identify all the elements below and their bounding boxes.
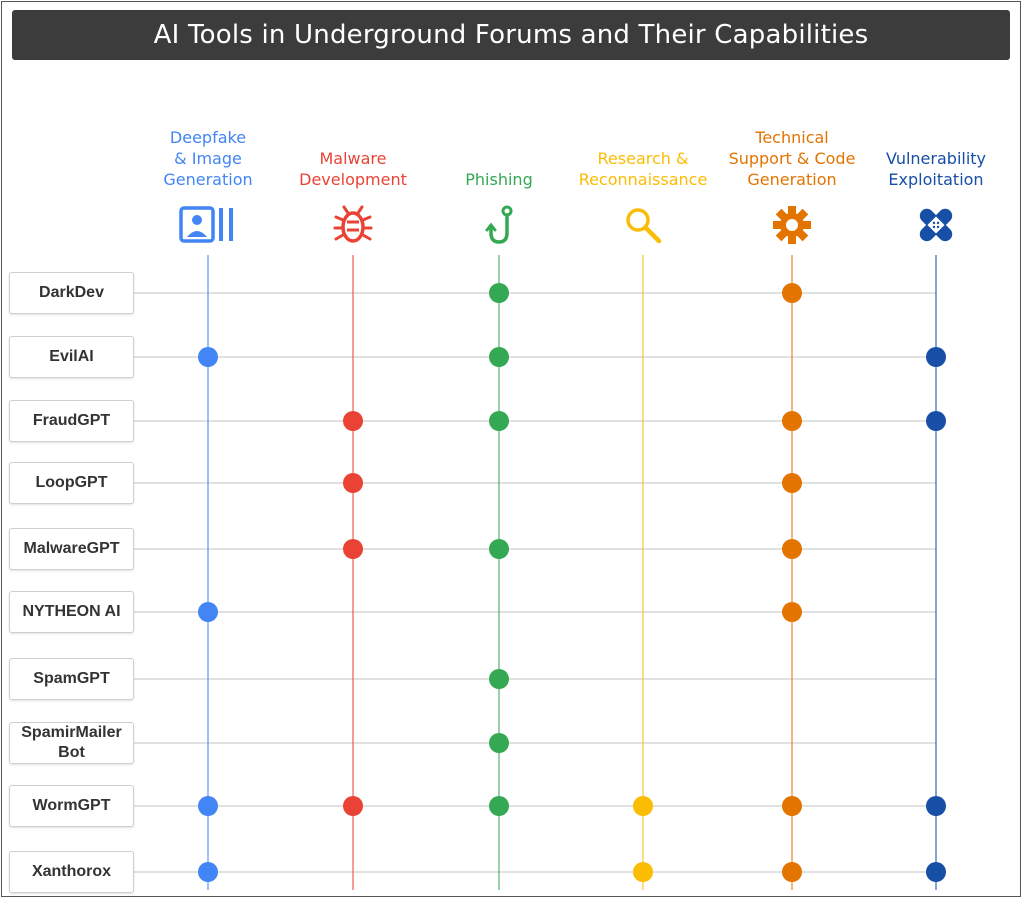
column-header-line: Deepfake [169,128,247,147]
capability-dot-malware [343,473,363,493]
capability-dot-vulnerability [926,796,946,816]
capability-dot-technical [782,411,802,431]
capability-dot-malware [343,539,363,559]
tool-label: SpamirMailer Bot [9,722,134,764]
capability-dot-malware [343,411,363,431]
capability-dot-vulnerability [926,411,946,431]
tool-label: LoopGPT [9,462,134,504]
tool-label-line: FraudGPT [32,412,111,429]
column-header-line: Generation [163,170,253,189]
capability-dot-deepfake [198,796,218,816]
title-bar: AI Tools in Underground Forums and Their… [12,10,1010,60]
capability-dot-research [633,796,653,816]
capability-dot-technical [782,862,802,882]
column-header-malware: Malware Development [278,148,428,190]
capability-dot-technical [782,796,802,816]
column-header-line: & Image [174,149,242,168]
capability-dot-phishing [489,669,509,689]
capability-dot-vulnerability [926,347,946,367]
capability-dot-technical [782,473,802,493]
bug-icon [333,205,373,243]
capability-dot-technical [782,602,802,622]
column-header-line: Research & [597,149,689,168]
tool-label: SpamGPT [9,658,134,700]
tool-label-line: Xanthorox [31,863,112,880]
capability-dot-phishing [489,733,509,753]
capability-dot-technical [782,539,802,559]
tool-label: FraudGPT [9,400,134,442]
column-header-vulnerability: Vulnerability Exploitation [861,148,1011,190]
fishhook-icon [485,205,513,244]
column-header-line: Support & Code [728,149,856,168]
tool-label-line: WormGPT [32,797,111,814]
magnifier-icon [626,208,662,244]
tool-label-line: DarkDev [39,284,104,301]
column-header-line: Exploitation [888,170,984,189]
tool-label-line: SpamGPT [33,670,110,687]
column-header-line: Phishing [465,170,533,189]
tool-label-line: Bot [58,744,85,761]
capability-dot-deepfake [198,347,218,367]
tool-label-line: NYTHEON AI [22,603,121,620]
capability-dot-research [633,862,653,882]
tool-label: DarkDev [9,272,134,314]
column-header-line: Vulnerability [885,149,987,168]
tool-label: WormGPT [9,785,134,827]
capability-dot-malware [343,796,363,816]
capability-dot-phishing [489,539,509,559]
tool-label-line: MalwareGPT [23,540,120,557]
image-id-icon [179,206,233,243]
column-header-deepfake: Deepfake & Image Generation [133,127,283,190]
column-header-line: Generation [747,170,837,189]
column-header-line: Technical [755,128,829,147]
column-header-research: Research & Reconnaissance [568,148,718,190]
page-title: AI Tools in Underground Forums and Their… [153,20,869,50]
tool-label: NYTHEON AI [9,591,134,633]
capability-dot-deepfake [198,862,218,882]
capability-dot-deepfake [198,602,218,622]
column-header-phishing: Phishing [424,169,574,190]
capability-dot-vulnerability [926,862,946,882]
gear-icon [773,206,811,244]
tool-label: EvilAI [9,336,134,378]
column-header-line: Malware [319,149,387,168]
tool-label: MalwareGPT [9,528,134,570]
capability-dot-phishing [489,347,509,367]
column-header-line: Reconnaissance [578,170,708,189]
tool-label: Xanthorox [9,851,134,893]
capability-dot-phishing [489,283,509,303]
tool-label-line: EvilAI [49,348,94,365]
tool-label-line: LoopGPT [35,474,108,491]
capability-dot-phishing [489,411,509,431]
column-header-line: Development [299,170,407,189]
capability-dot-technical [782,283,802,303]
capability-dot-phishing [489,796,509,816]
column-header-technical: Technical Support & Code Generation [717,127,867,190]
bandage-icon [919,208,953,242]
tool-label-line: SpamirMailer [21,724,122,741]
